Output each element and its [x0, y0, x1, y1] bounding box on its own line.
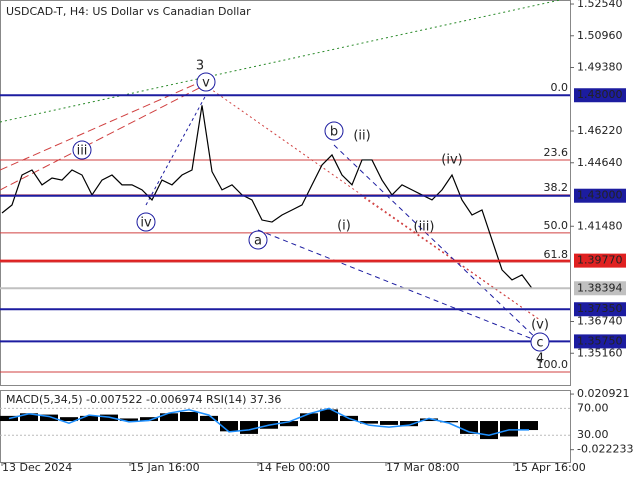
wave-label: 4 [536, 352, 544, 367]
wave-label: iv [140, 216, 152, 231]
macd-bar [420, 418, 438, 422]
macd-bar [360, 421, 378, 424]
level-label: 1.37350 [577, 302, 623, 315]
wave-circle [324, 121, 344, 141]
macd-bar [40, 414, 58, 422]
macd-bar [400, 421, 418, 427]
y-tick-label: 1.52540 [577, 0, 623, 10]
y-tick-label: 0.020921 [577, 387, 630, 400]
wave-label: c [536, 336, 543, 351]
macd-bar [240, 421, 258, 434]
macd-bar [20, 413, 38, 422]
y-tick-label: -0.022233 [577, 443, 633, 456]
main-frame [0, 0, 571, 386]
wave-label: (iv) [441, 153, 462, 168]
wave-label: iii [77, 144, 88, 159]
wave-circle [248, 230, 268, 250]
macd-bar [480, 421, 498, 440]
wave-label: 3 [196, 59, 204, 74]
level-label: 1.38394 [577, 281, 623, 294]
level-label: 1.48000 [577, 88, 623, 101]
macd-bar [500, 421, 518, 437]
y-tick-label: 1.46220 [577, 124, 623, 137]
x-tick-label: 14 Feb 00:00 [258, 461, 330, 474]
trend-line [0, 84, 206, 191]
macd-bar [80, 415, 98, 422]
trend-line [145, 94, 207, 206]
level-box [574, 302, 626, 317]
rsi-line [8, 407, 529, 436]
macd-bar [380, 421, 398, 425]
macd-bar [120, 418, 138, 422]
wave-label: (i) [337, 219, 351, 234]
wave-label: b [330, 125, 338, 140]
y-tick-label: 30.00 [577, 428, 609, 441]
level-box [574, 88, 626, 103]
macd-bar [220, 421, 238, 432]
fib-label: 38.2 [544, 181, 569, 194]
y-tick-label: 1.44640 [577, 156, 623, 169]
trend-line [204, 84, 541, 321]
wave-circle [72, 140, 92, 160]
trend-line [257, 229, 541, 343]
trend-line [0, 0, 561, 123]
y-tick-label: 1.50960 [577, 29, 623, 42]
wave-label: a [254, 234, 262, 249]
y-tick-label: 1.36740 [577, 315, 623, 328]
wave-circle [530, 332, 550, 352]
y-tick-label: 1.35160 [577, 346, 623, 359]
chart-title: USDCAD-T, H4: US Dollar vs Canadian Doll… [6, 5, 251, 18]
fib-label: 23.6 [544, 146, 569, 159]
y-tick-label: 70.00 [577, 401, 609, 414]
macd-bar [160, 413, 178, 422]
y-tick-label: 1.41480 [577, 219, 623, 232]
trend-line [0, 79, 206, 171]
indicator-title: MACD(5,34,5) -0.007522 -0.006974 RSI(14)… [6, 393, 281, 406]
macd-bar [440, 421, 458, 423]
macd-bar [320, 409, 338, 422]
wave-label: (ii) [353, 129, 370, 144]
wave-circle [196, 72, 216, 92]
level-label: 1.35750 [577, 334, 623, 347]
level-box [574, 281, 626, 296]
macd-bar [300, 413, 318, 422]
fib-label: 50.0 [544, 219, 569, 232]
macd-bar [520, 421, 538, 431]
macd-bar [140, 417, 158, 422]
fib-label: 61.8 [544, 248, 569, 261]
level-box [574, 188, 626, 203]
macd-bar [200, 415, 218, 422]
fib-label: 100.0 [537, 358, 569, 371]
level-label: 1.43000 [577, 189, 623, 202]
x-tick-label: 13 Dec 2024 [2, 461, 72, 474]
trend-line [333, 144, 541, 343]
indicator-frame [0, 390, 571, 463]
price-line [1, 105, 533, 289]
trend-line [359, 194, 541, 321]
macd-bar [180, 412, 198, 422]
level-box [574, 253, 626, 268]
wave-label: v [202, 76, 210, 91]
macd-bar [60, 417, 78, 422]
level-label: 1.39770 [577, 254, 623, 267]
level-box [574, 334, 626, 349]
x-tick-label: 17 Mar 08:00 [386, 461, 459, 474]
macd-bar [280, 421, 298, 427]
x-tick-label: 15 Apr 16:00 [514, 461, 586, 474]
wave-label: (v) [531, 318, 549, 333]
wave-label: (iii) [414, 220, 435, 235]
y-tick-label: 1.49380 [577, 61, 623, 74]
fib-label: 0.0 [551, 81, 569, 94]
x-tick-label: 15 Jan 16:00 [130, 461, 200, 474]
wave-circle [136, 212, 156, 232]
